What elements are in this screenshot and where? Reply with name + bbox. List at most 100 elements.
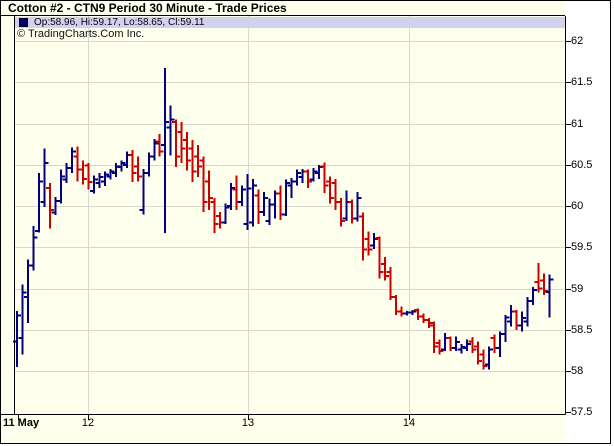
y-axis-label: 57.5 xyxy=(571,405,593,418)
y-axis-label: 60.5 xyxy=(571,158,593,171)
ohlc-bar xyxy=(161,68,170,234)
y-axis-label: 62 xyxy=(571,35,584,47)
ohlc-bar xyxy=(534,262,543,293)
ohlc-bar xyxy=(84,163,93,190)
ohlc-bar xyxy=(183,131,192,171)
ohlc-bars-layer xyxy=(13,68,554,370)
ohlc-bar xyxy=(34,173,43,233)
ohlc-bar xyxy=(430,321,439,353)
ohlc-bar xyxy=(106,168,115,180)
ohlc-bar xyxy=(128,149,137,183)
ohlc-bar xyxy=(463,339,472,352)
ohlc-bar xyxy=(320,162,329,193)
ohlc-bar xyxy=(216,211,225,229)
ohlc-bar xyxy=(89,175,98,194)
ohlc-bar xyxy=(325,176,334,204)
ohlc-bar xyxy=(194,144,203,178)
ohlc-bar xyxy=(188,140,197,183)
legend-ohlc-readout: Op:58.96, Hi:59.17, Lo:58.65, Cl:59.11 xyxy=(34,17,205,28)
ohlc-bar xyxy=(232,175,241,211)
ohlc-bar xyxy=(446,336,455,352)
ohlc-bar xyxy=(166,105,175,156)
ohlc-bar xyxy=(408,309,417,315)
ohlc-bar xyxy=(424,318,433,329)
ohlc-bar xyxy=(331,178,340,211)
ohlc-bar xyxy=(309,168,318,182)
legend-swatch-icon xyxy=(19,18,28,27)
legend-bar: Op:58.96, Hi:59.17, Lo:58.65, Cl:59.11 xyxy=(15,17,565,28)
ohlc-bar xyxy=(210,197,219,234)
ohlc-bar xyxy=(380,257,389,281)
y-axis-label: 58 xyxy=(571,365,584,377)
ohlc-bar xyxy=(45,182,54,229)
ohlc-bar xyxy=(62,163,71,183)
ohlc-bar xyxy=(441,333,450,352)
ohlc-bar xyxy=(260,191,269,216)
ohlc-bar xyxy=(155,134,164,157)
ohlc-bar xyxy=(205,170,214,211)
ohlc-bar xyxy=(95,173,104,188)
ohlc-bar xyxy=(13,310,21,367)
ohlc-bar xyxy=(375,236,384,279)
ohlc-bar xyxy=(347,199,356,224)
ohlc-bar xyxy=(249,178,258,227)
ohlc-bar xyxy=(265,198,274,225)
ohlc-bar xyxy=(512,309,521,330)
ohlc-bar xyxy=(353,191,362,222)
ohlc-bar xyxy=(292,169,301,186)
ohlc-bar xyxy=(78,160,87,185)
ohlc-bar xyxy=(29,225,38,271)
ohlc-bar xyxy=(100,171,109,187)
ohlc-bar xyxy=(342,190,351,221)
ohlc-bar xyxy=(386,267,395,301)
y-axis-label: 58.5 xyxy=(571,323,593,336)
ohlc-bar xyxy=(419,313,428,324)
ohlc-bar xyxy=(529,286,538,305)
y-axis-label: 60 xyxy=(571,200,584,212)
x-axis-label: 11 May xyxy=(3,417,40,429)
ohlc-bar xyxy=(336,197,345,227)
ohlc-bar xyxy=(369,233,378,249)
ohlc-bar xyxy=(40,148,49,207)
ohlc-bar xyxy=(282,179,291,216)
ohlc-bar xyxy=(364,231,373,256)
ohlc-bar xyxy=(435,339,444,355)
y-axis-label: 59 xyxy=(571,282,584,295)
y-axis-label: 61.5 xyxy=(571,76,593,89)
ohlc-bar xyxy=(507,305,516,327)
ohlc-bar xyxy=(501,314,510,343)
ohlc-bar xyxy=(23,259,32,324)
ohlc-bar xyxy=(117,160,126,172)
ohlc-bar xyxy=(485,346,494,370)
x-axis-label: 14 xyxy=(402,417,416,429)
ohlc-bar xyxy=(358,212,367,261)
ohlc-bar xyxy=(413,308,422,320)
ohlc-bar xyxy=(452,336,461,352)
ohlc-bar xyxy=(496,331,505,357)
ohlc-bar xyxy=(172,119,181,168)
ohlc-bar xyxy=(133,156,142,182)
ohlc-bar xyxy=(518,311,527,332)
ohlc-bar xyxy=(397,306,406,317)
x-axis-label: 13 xyxy=(241,417,255,429)
y-axis-label: 61 xyxy=(571,117,584,130)
ohlc-bar xyxy=(56,169,65,204)
ohlc-bar xyxy=(303,169,312,188)
ohlc-bar xyxy=(545,274,554,318)
ohlc-bar xyxy=(474,341,483,365)
ohlc-bar xyxy=(479,349,488,370)
watermark-text: © TradingCharts.Com Inc. xyxy=(17,28,145,40)
ohlc-bar xyxy=(177,121,186,164)
page-title: Cotton #2 - CTN9 Period 30 Minute - Trad… xyxy=(1,1,565,16)
ohlc-bar xyxy=(221,203,230,225)
ohlc-bar xyxy=(468,337,477,353)
axis-ticks-layer xyxy=(18,41,571,420)
ohlc-bar xyxy=(227,182,236,211)
y-axis-label-column xyxy=(565,1,610,443)
ohlc-bar xyxy=(199,156,208,212)
x-axis-label: 12 xyxy=(81,417,95,429)
ohlc-bar xyxy=(238,185,247,206)
ohlc-bar xyxy=(243,173,252,230)
